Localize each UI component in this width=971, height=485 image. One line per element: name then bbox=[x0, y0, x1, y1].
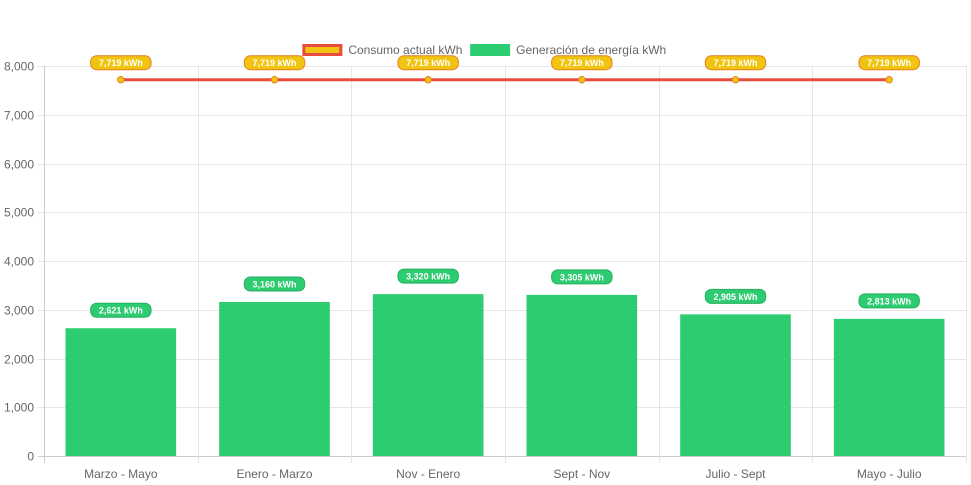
legend-swatch-consumption[interactable] bbox=[302, 44, 343, 56]
x-tick-label: Marzo - Mayo bbox=[84, 467, 158, 481]
x-axis: Marzo - Mayo Enero - Marzo Nov - Enero Sept… bbox=[84, 467, 922, 481]
x-tick-label: Sept - Nov bbox=[553, 467, 610, 481]
point-consumption bbox=[885, 75, 893, 84]
data-label-box bbox=[704, 55, 767, 71]
data-label-box bbox=[243, 276, 306, 292]
y-tick-label: 7,000 bbox=[4, 109, 34, 123]
bar-generation bbox=[372, 294, 484, 456]
line-series-consumption bbox=[117, 75, 893, 84]
data-label-box bbox=[397, 268, 459, 284]
y-tick-label: 6,000 bbox=[4, 158, 34, 172]
data-label: 7,719 kWh bbox=[867, 58, 911, 68]
legend-swatch-generation[interactable] bbox=[470, 44, 511, 56]
y-tick-label: 2,000 bbox=[4, 353, 34, 367]
legend[interactable]: Consumo actual kWh Generación de energía … bbox=[302, 43, 666, 57]
bar-series-generation bbox=[65, 294, 945, 456]
data-label: 7,719 kWh bbox=[99, 58, 143, 68]
y-tick-label: 1,000 bbox=[4, 401, 34, 415]
data-label-box bbox=[243, 55, 306, 71]
data-label: 2,621 kWh bbox=[99, 306, 143, 316]
point-consumption bbox=[117, 75, 125, 84]
bar-generation bbox=[65, 328, 177, 456]
point-consumption bbox=[731, 75, 740, 84]
data-label-box bbox=[90, 55, 152, 71]
data-label-box bbox=[858, 293, 920, 309]
data-label: 2,813 kWh bbox=[867, 296, 911, 306]
data-label: 7,719 kWh bbox=[713, 58, 757, 68]
point-consumption bbox=[424, 75, 432, 84]
data-label: 3,320 kWh bbox=[406, 272, 450, 282]
data-label: 7,719 kWh bbox=[406, 58, 450, 68]
data-label-box bbox=[551, 55, 613, 71]
data-label: 3,305 kWh bbox=[560, 272, 604, 282]
x-tick-label: Mayo - Julio bbox=[857, 467, 922, 481]
data-label-box bbox=[704, 288, 767, 304]
legend-label[interactable]: Consumo actual kWh bbox=[348, 43, 462, 57]
x-tick-label: Julio - Sept bbox=[705, 467, 766, 481]
x-tick-label: Enero - Marzo bbox=[236, 467, 312, 481]
data-label: 7,719 kWh bbox=[560, 58, 604, 68]
data-label-box bbox=[551, 269, 613, 285]
legend-label[interactable]: Generación de energía kWh bbox=[516, 43, 666, 57]
y-tick-label: 3,000 bbox=[4, 304, 34, 318]
data-label-box bbox=[397, 55, 459, 71]
y-tick-label: 8,000 bbox=[4, 60, 34, 74]
bar-generation bbox=[526, 294, 638, 456]
x-tick-label: Nov - Enero bbox=[396, 467, 460, 481]
data-label-box bbox=[90, 302, 152, 318]
grid-lines bbox=[38, 66, 967, 463]
data-labels: 2,621 kWh 3,160 kWh 3,320 kWh 3,305 kWh 2,90… bbox=[90, 55, 920, 318]
bar-generation bbox=[833, 318, 945, 456]
data-label-box bbox=[858, 55, 920, 71]
y-tick-label: 0 bbox=[27, 450, 34, 464]
y-tick-label: 5,000 bbox=[4, 206, 34, 220]
bar-generation bbox=[219, 301, 330, 456]
data-label: 3,160 kWh bbox=[252, 279, 296, 289]
point-consumption bbox=[270, 75, 279, 84]
data-label: 7,719 kWh bbox=[252, 58, 296, 68]
point-consumption bbox=[578, 75, 586, 84]
y-tick-label: 4,000 bbox=[4, 255, 34, 269]
data-label: 2,905 kWh bbox=[713, 292, 757, 302]
y-axis: 0 1,000 2,000 3,000 4,000 5,000 6,000 7,000 8,00… bbox=[4, 60, 34, 464]
bar-generation bbox=[680, 314, 791, 456]
